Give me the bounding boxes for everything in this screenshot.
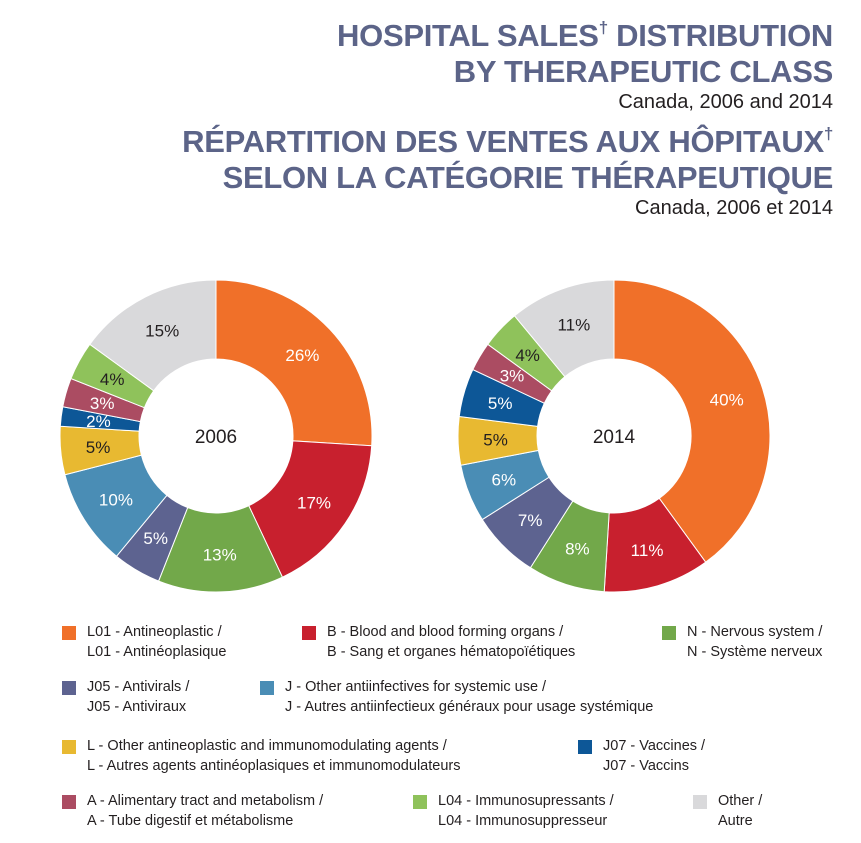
legend-swatch-n [662, 626, 676, 640]
legend-text: L04 - Immunosupressants / L04 - Immunosup… [438, 791, 614, 831]
legend-swatch-l04 [413, 795, 427, 809]
legend-label-en: L04 - Immunosupressants / [438, 793, 614, 809]
legend-label-fr: L04 - Immunosuppresseur [438, 813, 608, 829]
legend-item-other: Other / Autre [693, 791, 762, 831]
slice-label-2014-l04: 4% [515, 346, 540, 365]
legend-item-n: N - Nervous system / N - Système nerveux [662, 622, 822, 662]
legend-text: L - Other antineoplastic and immunomodul… [87, 736, 460, 776]
slice-label-2006-j: 10% [99, 490, 133, 509]
dagger-fr: † [823, 124, 833, 143]
slice-2006-b [248, 440, 373, 578]
legend-label-en: N - Nervous system / [687, 624, 823, 640]
title-block: HOSPITAL SALES† DISTRIBUTION BY THERAPEU… [33, 18, 833, 230]
slice-label-2006-b: 17% [297, 494, 331, 513]
legend-label-en: J - Other antiinfectives for systemic us… [285, 679, 547, 695]
legend-label-en: J05 - Antivirals / [87, 679, 190, 695]
legend-swatch-a [62, 795, 76, 809]
legend-text: Other / Autre [718, 791, 762, 831]
slice-label-2006-l: 5% [86, 438, 111, 457]
legend-label-fr: L01 - Antinéoplasique [87, 644, 227, 660]
subtitle-fr: Canada, 2006 et 2014 [635, 197, 833, 219]
slice-label-2006-j05: 5% [143, 529, 168, 548]
legend-item-j: J - Other antiinfectives for systemic us… [260, 677, 653, 717]
legend-text: J - Other antiinfectives for systemic us… [285, 677, 653, 717]
legend-label-en: L - Other antineoplastic and immunomodul… [87, 738, 447, 754]
legend-label-fr: J05 - Antiviraux [87, 699, 187, 715]
center-label-2014: 2014 [593, 427, 636, 448]
legend-item-l04: L04 - Immunosupressants / L04 - Immunosup… [413, 791, 614, 831]
slice-label-2006-j07: 2% [86, 412, 111, 431]
title-fr-line1: RÉPARTITION DES VENTES AUX HÔPITAUX† [182, 124, 833, 159]
legend-swatch-other [693, 795, 707, 809]
title-fr-line2: SELON LA CATÉGORIE THÉRAPEUTIQUE [222, 160, 834, 195]
legend-label-fr: L - Autres agents antinéoplasiques et im… [87, 758, 461, 774]
legend-swatch-j [260, 681, 274, 695]
legend-swatch-b [302, 626, 316, 640]
slice-label-2006-a: 3% [90, 394, 115, 413]
slice-label-2006-other: 15% [145, 321, 179, 340]
slice-label-2014-l01: 40% [710, 390, 744, 409]
legend: L01 - Antineoplastic / L01 - Antinéoplasi… [0, 622, 861, 837]
legend-label-fr: B - Sang et organes hématopoïétiques [327, 644, 576, 660]
legend-label-en: J07 - Vaccines / [603, 738, 706, 754]
slice-label-2014-j05: 7% [518, 511, 543, 530]
legend-text: J07 - Vaccines / J07 - Vaccins [603, 736, 705, 776]
legend-text: A - Alimentary tract and metabolism / A -… [87, 791, 323, 831]
slice-label-2014-l: 5% [483, 431, 508, 450]
legend-item-l01: L01 - Antineoplastic / L01 - Antinéoplasi… [62, 622, 226, 662]
donut-charts: 26%17%13%5%10%5%2%3%4%15%200640%11%8%7%6… [59, 279, 771, 593]
legend-swatch-j05 [62, 681, 76, 695]
legend-label-en: L01 - Antineoplastic / [87, 624, 222, 640]
legend-item-b: B - Blood and blood forming organs / B - … [302, 622, 575, 662]
dagger-en: † [598, 18, 608, 37]
title-en-line2: BY THERAPEUTIC CLASS [453, 54, 834, 89]
legend-label-en: A - Alimentary tract and metabolism / [87, 793, 324, 809]
center-label-2006: 2006 [195, 427, 237, 448]
slice-label-2014-j07: 5% [488, 394, 513, 413]
slice-label-2014-b: 11% [631, 541, 664, 560]
legend-item-j07: J07 - Vaccines / J07 - Vaccins [578, 736, 705, 776]
legend-label-fr: Autre [718, 813, 753, 829]
slice-label-2014-n: 8% [565, 540, 590, 559]
slice-label-2006-n: 13% [203, 545, 237, 564]
slice-2014-l01 [613, 279, 771, 563]
title-en-line1: HOSPITAL SALES† DISTRIBUTION [337, 18, 833, 53]
legend-swatch-l [62, 740, 76, 754]
subtitle-en: Canada, 2006 and 2014 [618, 91, 833, 113]
legend-text: B - Blood and blood forming organs / B - … [327, 622, 575, 662]
legend-text: N - Nervous system / N - Système nerveux [687, 622, 822, 662]
legend-item-j05: J05 - Antivirals / J05 - Antiviraux [62, 677, 189, 717]
legend-text: L01 - Antineoplastic / L01 - Antinéoplasi… [87, 622, 226, 662]
legend-label-en: Other / [718, 793, 763, 809]
legend-label-fr: A - Tube digestif et métabolisme [87, 813, 294, 829]
legend-label-en: B - Blood and blood forming organs / [327, 624, 564, 640]
slice-label-2006-l04: 4% [100, 370, 125, 389]
legend-item-a: A - Alimentary tract and metabolism / A -… [62, 791, 323, 831]
slice-label-2014-a: 3% [500, 367, 525, 386]
slice-label-2006-l01: 26% [285, 346, 319, 365]
legend-text: J05 - Antivirals / J05 - Antiviraux [87, 677, 189, 717]
legend-swatch-j07 [578, 740, 592, 754]
slice-2006-l01 [215, 279, 373, 447]
legend-label-fr: J - Autres antiinfectieux généraux pour … [285, 699, 654, 715]
slice-label-2014-j: 6% [492, 471, 517, 490]
legend-label-fr: J07 - Vaccins [603, 758, 689, 774]
slice-label-2014-other: 11% [557, 316, 590, 335]
slice-2014-other [513, 279, 615, 378]
slice-2006-other [89, 279, 217, 392]
legend-swatch-l01 [62, 626, 76, 640]
legend-label-fr: N - Système nerveux [687, 644, 823, 660]
legend-item-l: L - Other antineoplastic and immunomodul… [62, 736, 460, 776]
